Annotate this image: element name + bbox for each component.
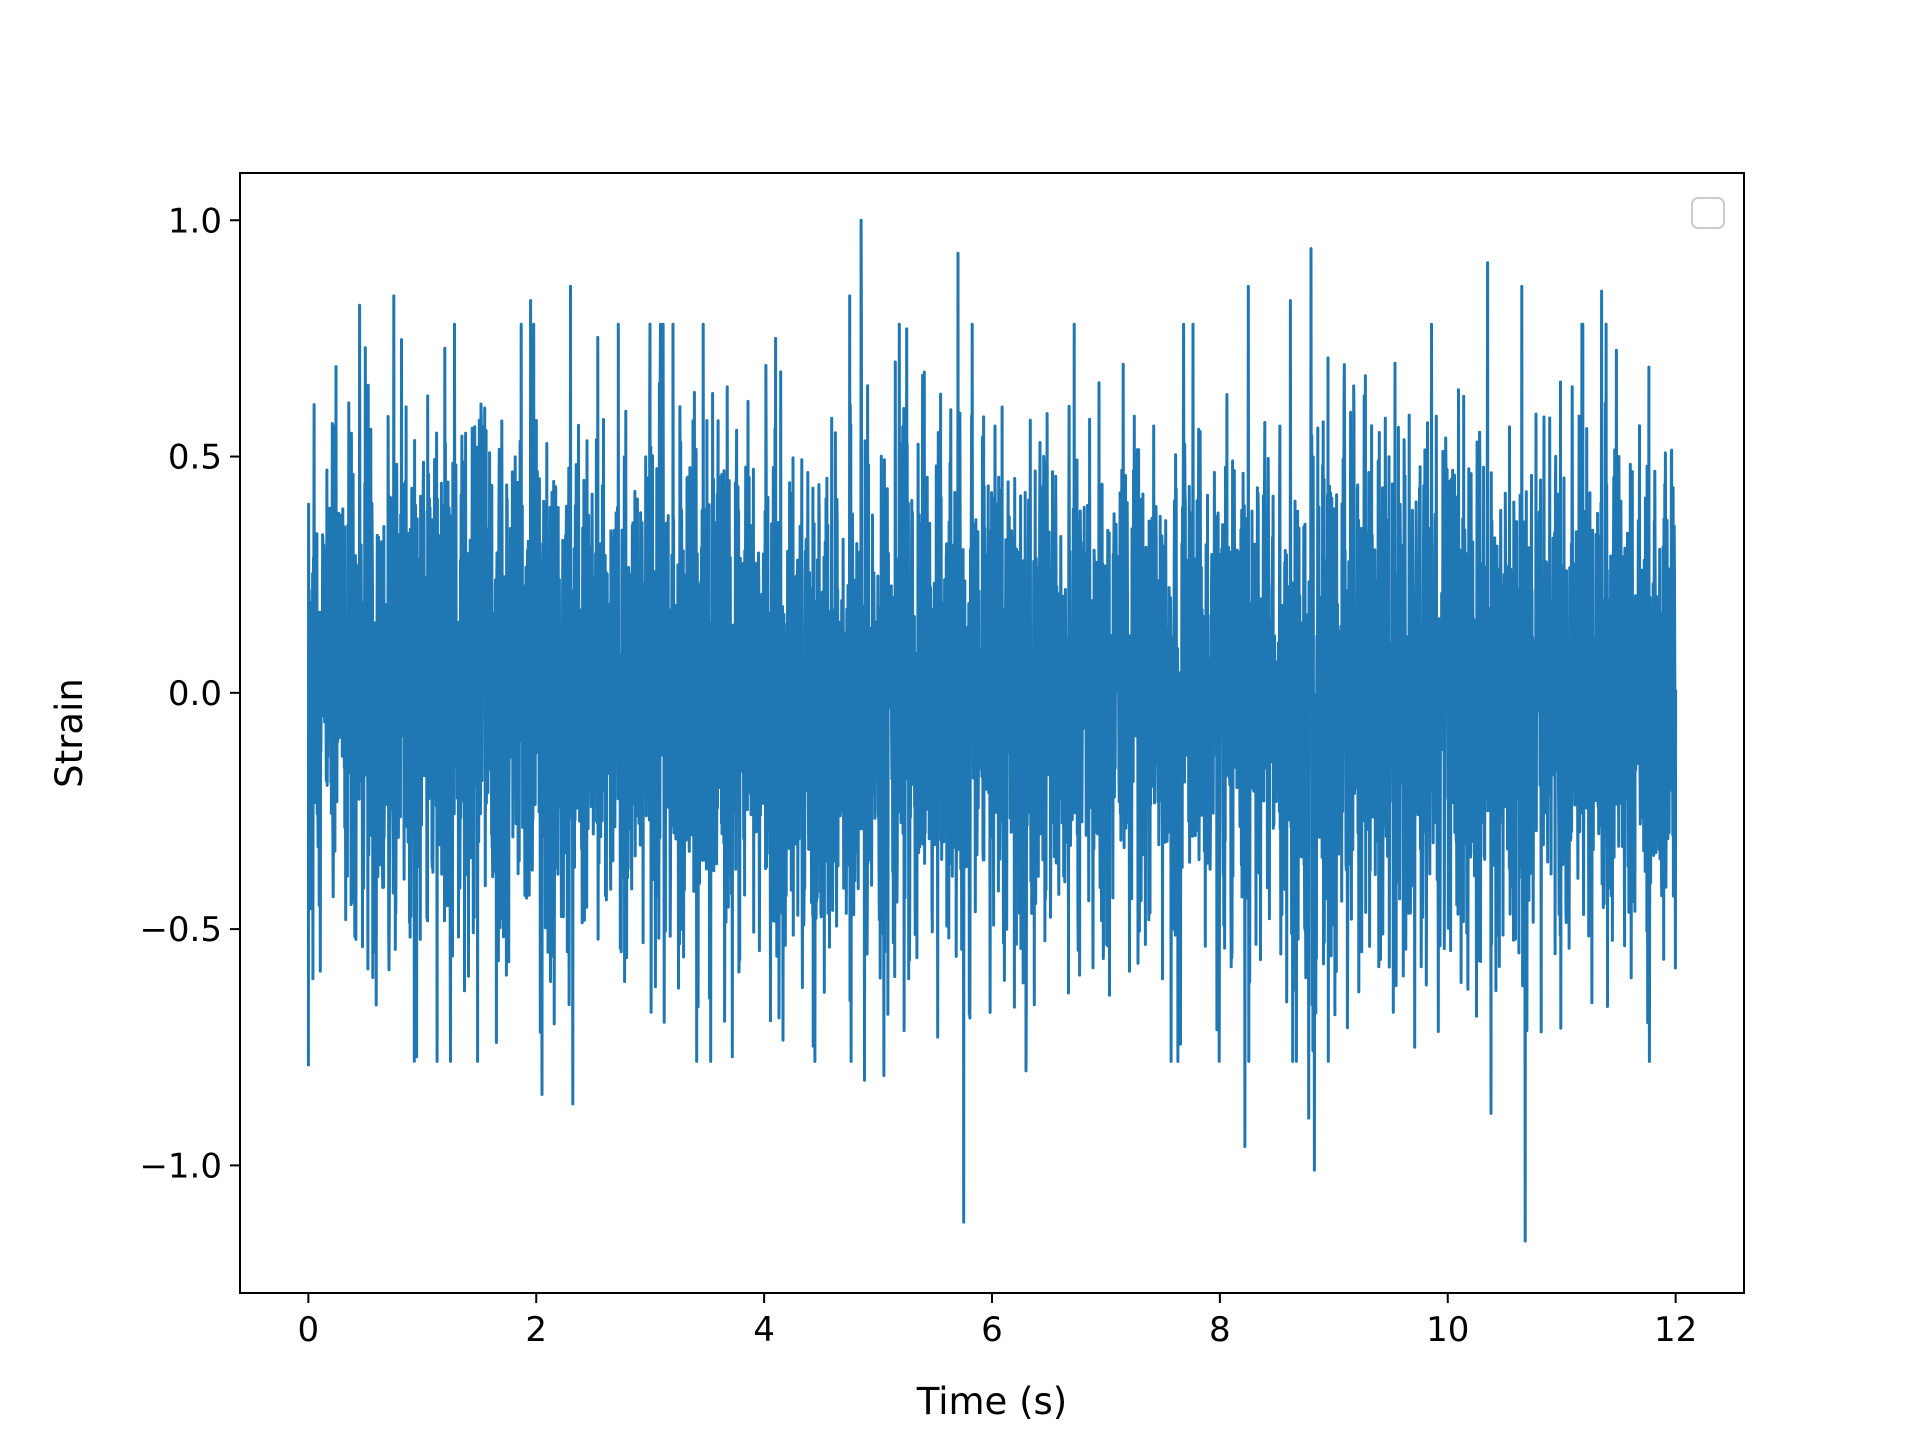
x-tick-label: 0 — [298, 1310, 320, 1350]
x-tick-label: 12 — [1654, 1310, 1697, 1350]
x-tick-label: 4 — [753, 1310, 775, 1350]
series-layer — [306, 218, 1678, 1243]
y-tick-label: −1.0 — [139, 1146, 222, 1186]
y-tick-label: 1.0 — [168, 201, 222, 241]
series-line — [306, 218, 1678, 1243]
x-tick-label: 6 — [981, 1310, 1003, 1350]
x-tick-label: 8 — [1209, 1310, 1231, 1350]
y-tick-label: −0.5 — [139, 910, 222, 950]
x-tick-label: 10 — [1426, 1310, 1469, 1350]
x-axis-ticks: 0 2 4 6 8 10 12 — [298, 1293, 1697, 1350]
x-axis-title: Time (s) — [916, 1380, 1067, 1423]
legend-box — [1691, 197, 1725, 229]
y-tick-label: 0.5 — [168, 438, 222, 478]
y-tick-label: 0.0 — [168, 674, 222, 714]
y-axis-title: Strain — [48, 678, 91, 788]
x-tick-label: 2 — [525, 1310, 547, 1350]
y-axis-ticks: −1.0 −0.5 0.0 0.5 1.0 — [139, 201, 240, 1186]
